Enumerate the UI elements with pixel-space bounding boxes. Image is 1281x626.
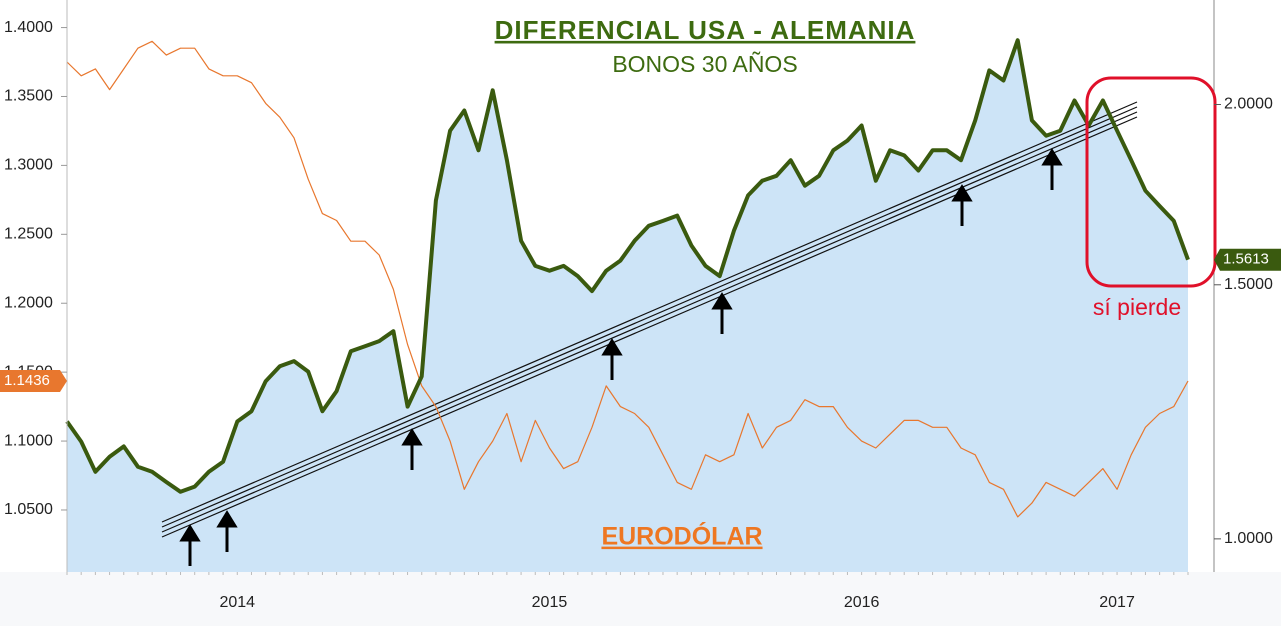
- y2-tick-label: 1.0000: [1224, 530, 1273, 547]
- value-tag-label: 1.5613: [1223, 251, 1269, 268]
- arrow-head: [216, 510, 238, 528]
- y-tick-label: 1.4000: [4, 19, 53, 36]
- arrow-head: [951, 184, 973, 202]
- trend-line: [161, 101, 1138, 523]
- y-tick-label: 1.0500: [4, 501, 53, 518]
- series-label: EURODÓLAR: [601, 521, 762, 551]
- arrow-head: [711, 292, 733, 310]
- trend-line: [161, 111, 1138, 533]
- x-tick-label: 2016: [844, 594, 880, 611]
- line: [66, 40, 1189, 518]
- y-tick-label: 1.3000: [4, 157, 53, 174]
- line: [65, 38, 1190, 494]
- trend-line: [161, 116, 1138, 538]
- x-tick-label: 2015: [532, 594, 568, 611]
- chart-title: DIFERENCIAL USA - ALEMANIA: [495, 15, 916, 45]
- y2-tick-label: 1.5000: [1224, 276, 1273, 293]
- x-axis-strip: [0, 572, 1281, 626]
- trend-lines: [161, 101, 1138, 538]
- y-tick-label: 1.1000: [4, 432, 53, 449]
- area: [67, 40, 1188, 572]
- highlight-box: [1085, 76, 1217, 288]
- trend-line: [161, 106, 1138, 528]
- annotation: sí pierde: [1093, 294, 1181, 320]
- y-tick-label: 1.2000: [4, 294, 53, 311]
- arrow-head: [401, 428, 423, 446]
- y2-tick-label: 2.0000: [1224, 96, 1273, 113]
- arrow-head: [179, 524, 201, 542]
- arrow-head: [601, 338, 623, 356]
- x-tick-label: 2017: [1099, 594, 1135, 611]
- value-tag-label: 1.1436: [4, 372, 50, 389]
- value-tag: [1214, 248, 1281, 271]
- y-tick-label: 1.2500: [4, 226, 53, 243]
- line-layer: [65, 38, 1190, 518]
- chart-subtitle: BONOS 30 AÑOS: [612, 51, 797, 77]
- value-tag: [0, 369, 67, 392]
- y-tick-label: 1.3500: [4, 88, 53, 105]
- arrow-head: [1041, 148, 1063, 166]
- x-tick-label: 2014: [219, 594, 255, 611]
- area-layer: [67, 40, 1188, 572]
- arrows: [179, 148, 1063, 566]
